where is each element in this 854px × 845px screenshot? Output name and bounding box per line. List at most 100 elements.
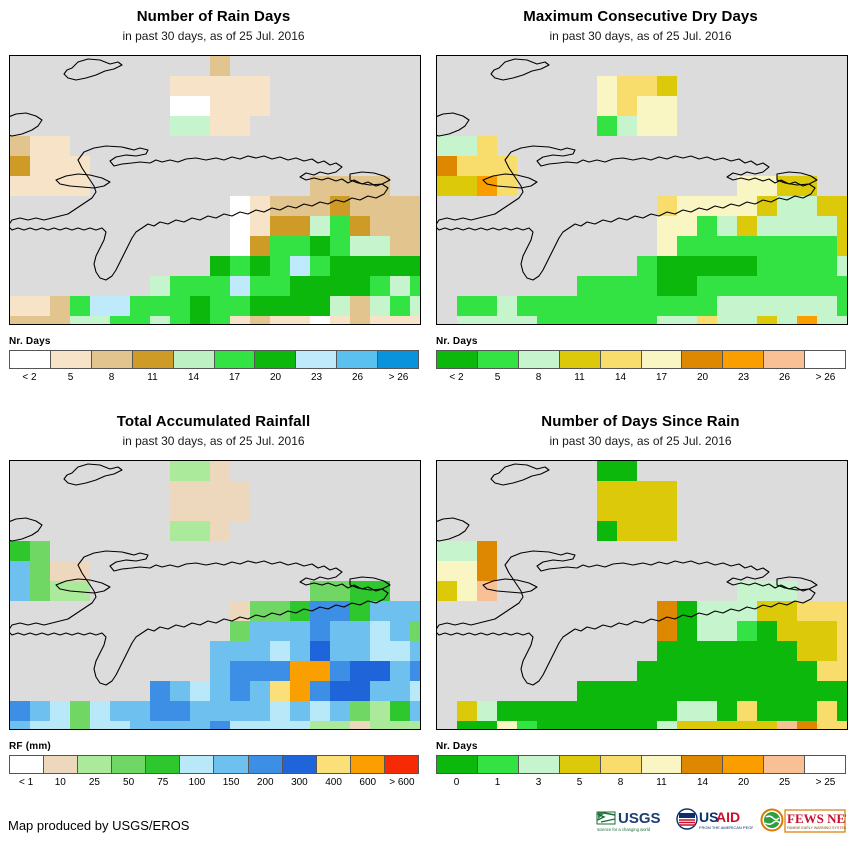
legend-swatch — [384, 756, 418, 773]
legend-swatch — [248, 756, 283, 773]
legend-ticks: < 1 10 25 50 75 100 150 200 300 400 600 > 600 — [9, 777, 419, 793]
legend-swatch — [350, 756, 385, 773]
legend-tick: < 2 — [449, 372, 464, 383]
legend-tick: 50 — [123, 777, 135, 788]
legend-tick: > 600 — [389, 777, 415, 788]
coastline-layer — [10, 463, 391, 686]
map-credit: Map produced by USGS/EROS — [8, 818, 190, 833]
coastline-layer — [437, 58, 818, 281]
legend-tick: 20 — [696, 372, 709, 383]
svg-text:FEWS NET: FEWS NET — [787, 811, 846, 826]
legend-tick: 14 — [614, 372, 627, 383]
map-canvas[interactable] — [9, 55, 421, 325]
legend-ticks: 0 1 3 5 8 11 14 20 25 > 25 — [436, 777, 846, 793]
legend-tick: 23 — [310, 372, 323, 383]
legend-tick: 10 — [54, 777, 66, 788]
legend-max-consecutive-dry-days: Nr. Days < 2 5 8 11 14 17 20 23 26 > 26 — [436, 336, 846, 388]
panel-title: Maximum Consecutive Dry Days — [523, 8, 758, 25]
legend-tick: > 26 — [388, 372, 409, 383]
legend-swatch — [518, 351, 560, 368]
legend-tick: 26 — [351, 372, 364, 383]
legend-swatch — [214, 351, 256, 368]
legend-swatch — [282, 756, 317, 773]
legend-tick: 14 — [696, 777, 709, 788]
raster-layer — [10, 461, 420, 729]
legend-colorbar — [9, 755, 419, 774]
legend-tick: 11 — [147, 372, 158, 383]
legend-tick: 8 — [617, 777, 624, 788]
svg-text:science for a changing world: science for a changing world — [597, 827, 651, 832]
legend-title: RF (mm) — [9, 741, 51, 752]
legend-swatch — [641, 351, 683, 368]
legend-tick: < 1 — [18, 777, 34, 788]
legend-tick: 400 — [325, 777, 342, 788]
legend-tick: < 2 — [22, 372, 37, 383]
map-canvas[interactable] — [9, 460, 421, 730]
legend-swatch — [316, 756, 351, 773]
legend-tick: 17 — [655, 372, 668, 383]
legend-colorbar — [436, 755, 846, 774]
legend-tick: 0 — [453, 777, 460, 788]
legend-tick: 11 — [574, 372, 585, 383]
map-canvas[interactable] — [436, 55, 848, 325]
legend-tick: > 26 — [815, 372, 836, 383]
legend-swatch — [518, 756, 560, 773]
map-panel-rain-days: Number of Rain Days in past 30 days, as … — [0, 0, 427, 405]
panel-subtitle: in past 30 days, as of 25 Jul. 2016 — [549, 29, 732, 43]
panel-subtitle: in past 30 days, as of 25 Jul. 2016 — [122, 434, 305, 448]
map-panel-total-accumulated-rainfall: Total Accumulated Rainfall in past 30 da… — [0, 405, 427, 810]
legend-swatch — [723, 756, 765, 773]
legend-swatch — [214, 756, 249, 773]
legend-swatch — [44, 756, 79, 773]
legend-tick: 3 — [535, 777, 542, 788]
legend-tick: 200 — [256, 777, 274, 788]
legend-tick: 20 — [269, 372, 282, 383]
legend-swatch — [78, 756, 113, 773]
panel-title: Number of Rain Days — [136, 8, 291, 25]
legend-tick: 100 — [188, 777, 206, 788]
legend-swatch — [437, 756, 478, 773]
legend-swatch — [146, 756, 181, 773]
usgs-logo: USGS science for a changing world — [596, 808, 668, 834]
panel-subtitle: in past 30 days, as of 25 Jul. 2016 — [122, 29, 305, 43]
legend-swatch — [173, 351, 215, 368]
panel-subtitle: in past 30 days, as of 25 Jul. 2016 — [549, 434, 732, 448]
legend-rain-days: Nr. Days < 2 5 8 11 14 17 20 23 26 > 26 — [9, 336, 419, 388]
legend-tick: 14 — [187, 372, 200, 383]
legend-tick: 75 — [157, 777, 169, 788]
legend-tick: 8 — [535, 372, 542, 383]
panel-title: Number of Days Since Rain — [541, 413, 740, 430]
legend-tick: 25 — [778, 777, 791, 788]
legend-swatch — [477, 351, 519, 368]
legend-tick: 17 — [228, 372, 241, 383]
legend-swatch — [10, 351, 51, 368]
legend-swatch — [132, 351, 174, 368]
legend-tick: 5 — [576, 777, 583, 788]
svg-text:AID: AID — [716, 809, 740, 825]
legend-swatch — [600, 756, 642, 773]
legend-swatch — [764, 351, 806, 368]
legend-tick: 11 — [656, 777, 667, 788]
legend-tick: 300 — [291, 777, 308, 788]
legend-swatch — [180, 756, 215, 773]
raster-layer — [437, 461, 847, 729]
legend-swatch — [296, 351, 338, 368]
map-panel-max-consecutive-dry-days: Maximum Consecutive Dry Days in past 30 … — [427, 0, 854, 405]
legend-swatch — [337, 351, 379, 368]
legend-tick: 5 — [67, 372, 74, 383]
legend-tick: 150 — [222, 777, 240, 788]
fewsnet-logo: FEWS NET FAMINE EARLY WARNING SYSTEMS NE… — [760, 808, 846, 834]
legend-swatch — [805, 351, 846, 368]
map-panel-days-since-rain: Number of Days Since Rain in past 30 day… — [427, 405, 854, 810]
legend-colorbar — [9, 350, 419, 369]
legend-swatch — [723, 351, 765, 368]
raster-layer — [10, 56, 420, 324]
agency-logos: USGS science for a changing world US AID… — [596, 806, 846, 836]
legend-swatch — [378, 351, 419, 368]
legend-days-since-rain: Nr. Days 0 1 3 5 8 11 14 20 25 > 25 — [436, 741, 846, 793]
legend-swatch — [682, 351, 724, 368]
coastline-layer — [437, 463, 818, 686]
map-canvas[interactable] — [436, 460, 848, 730]
legend-title: Nr. Days — [9, 336, 51, 347]
legend-swatch — [10, 756, 45, 773]
